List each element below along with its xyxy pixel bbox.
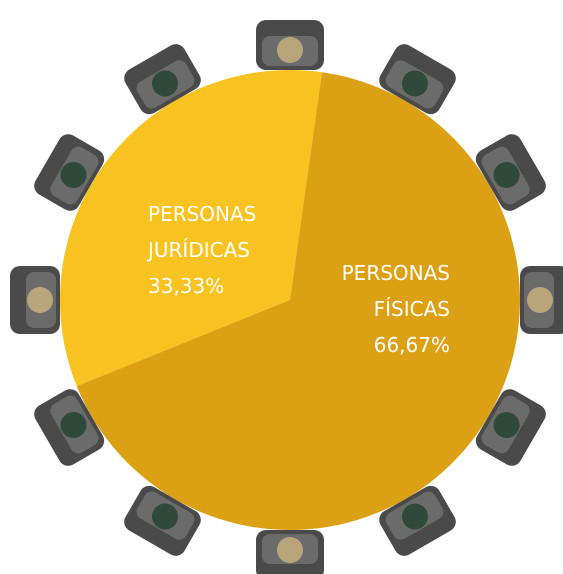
head — [277, 537, 303, 563]
value-label: 33,33% — [148, 274, 225, 298]
head — [493, 412, 520, 438]
person — [10, 266, 60, 334]
slice-label: PERSONAS JURÍDICAS 33,33% — [148, 196, 278, 304]
decoration — [10, 20, 563, 574]
head — [27, 287, 53, 313]
head — [402, 503, 428, 530]
slice-label: PERSONAS FÍSICAS 66,67% — [318, 255, 450, 363]
category-label: PERSONAS FÍSICAS — [341, 261, 450, 321]
person — [34, 134, 105, 211]
person — [124, 44, 201, 115]
person — [34, 389, 105, 466]
slice — [60, 69, 323, 387]
head — [277, 37, 303, 63]
head — [493, 162, 520, 188]
value-label: 66,67% — [373, 333, 450, 357]
person — [475, 389, 546, 466]
person — [256, 20, 324, 70]
person — [256, 530, 324, 574]
head — [152, 503, 178, 530]
person — [379, 44, 456, 115]
person — [124, 485, 201, 556]
person — [520, 266, 563, 334]
category-label: PERSONAS JURÍDICAS — [148, 202, 257, 262]
slice — [76, 72, 520, 530]
head — [152, 70, 178, 97]
head — [60, 412, 87, 438]
head — [402, 70, 428, 97]
head — [527, 287, 553, 313]
person — [379, 485, 456, 556]
head — [60, 162, 87, 188]
person — [475, 134, 546, 211]
slices — [60, 69, 520, 530]
